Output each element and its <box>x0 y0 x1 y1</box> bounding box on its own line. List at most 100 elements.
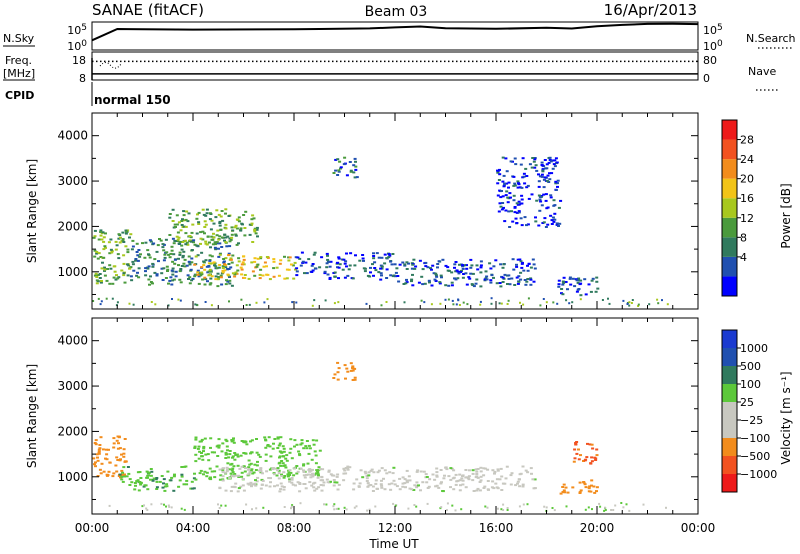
velocity-cell <box>486 480 490 482</box>
power-cell <box>122 274 126 277</box>
velocity-cell <box>206 453 210 456</box>
power-cell <box>122 241 126 243</box>
power-cell <box>325 252 329 255</box>
date-title: 16/Apr/2013 <box>604 1 697 19</box>
power-cell <box>251 214 255 217</box>
velocity-cell <box>117 475 121 477</box>
velocity-cell <box>120 475 124 478</box>
nave-label: Nave <box>748 65 776 78</box>
velocity-cell <box>385 472 389 475</box>
power-cell <box>554 157 558 160</box>
power-cell <box>538 175 542 178</box>
velocity-cell <box>165 483 169 486</box>
nave-right-tick: 0 <box>703 72 710 85</box>
velocity-cell <box>593 491 597 494</box>
power-cell <box>107 241 111 244</box>
velocity-cell <box>163 485 167 488</box>
power-cell <box>507 274 511 277</box>
power-cell <box>594 290 598 293</box>
velocity-cell <box>261 479 265 482</box>
velocity-cell <box>124 460 128 463</box>
power-cell <box>469 272 473 275</box>
velocity-cell <box>439 482 443 485</box>
power-cell <box>561 283 565 286</box>
colorbar-band <box>722 178 737 199</box>
power-cell <box>131 239 135 242</box>
power-cell <box>479 260 483 263</box>
velocity-cell <box>332 484 336 487</box>
power-cell <box>190 249 194 251</box>
velocity-cell <box>392 479 396 482</box>
power-cell <box>507 186 510 189</box>
power-cell <box>153 271 157 274</box>
power-cell <box>137 249 141 251</box>
velocity-cell <box>475 470 479 473</box>
velocity-cell <box>160 475 164 477</box>
power-cell <box>507 210 511 213</box>
power-cell <box>571 301 574 304</box>
power-cell <box>354 165 358 168</box>
power-cell <box>498 202 502 205</box>
velocity-cell <box>435 471 439 474</box>
power-cell <box>338 263 342 266</box>
power-cell <box>170 249 174 252</box>
power-cell <box>497 210 501 213</box>
power-cell <box>161 279 165 281</box>
power-cell <box>103 274 107 277</box>
power-cell <box>216 278 220 281</box>
velocity-cell <box>217 503 219 506</box>
power-cell <box>522 172 526 175</box>
velocity-cell <box>250 485 253 488</box>
power-cell <box>526 264 529 267</box>
velocity-cell <box>257 469 261 472</box>
velocity-cell <box>145 470 149 473</box>
velocity-cell <box>236 455 240 458</box>
power-cell <box>177 236 181 239</box>
power-cell <box>539 304 542 307</box>
power-cell <box>102 256 106 259</box>
velocity-cell <box>326 481 330 484</box>
power-cell <box>492 265 496 268</box>
power-cell <box>379 278 383 281</box>
power-cell <box>596 287 600 290</box>
power-cell <box>568 302 571 305</box>
velocity-cell <box>282 450 286 453</box>
velocity-data <box>92 361 667 512</box>
power-cell <box>169 252 173 255</box>
power-cell <box>235 243 239 246</box>
power-cell <box>562 281 566 284</box>
power-cell <box>501 156 505 159</box>
velocity-cell <box>250 468 254 471</box>
velocity-cell <box>464 486 468 489</box>
velocity-cell <box>307 444 311 447</box>
power-cell <box>265 273 269 276</box>
velocity-cell <box>502 503 505 506</box>
power-cell <box>221 271 225 274</box>
velocity-cell <box>392 502 395 505</box>
power-cell <box>461 264 465 267</box>
velocity-cell <box>229 463 233 466</box>
power-cell <box>361 254 365 256</box>
power-cell <box>311 304 314 307</box>
power-cell <box>209 246 212 249</box>
velocity-cell <box>273 485 276 488</box>
power-cell <box>513 184 517 187</box>
velocity-cell <box>198 472 202 475</box>
power-cell <box>571 277 575 280</box>
power-cell <box>517 275 521 278</box>
power-cell <box>325 266 329 269</box>
power-cell <box>225 279 228 282</box>
velocity-cell <box>285 459 289 462</box>
velocity-cell <box>155 477 159 479</box>
power-cell <box>202 260 206 263</box>
power-cell <box>403 263 407 266</box>
velocity-cell <box>413 504 416 506</box>
velocity-cell <box>342 467 346 470</box>
velocity-cell <box>194 436 198 439</box>
power-cell <box>193 263 197 266</box>
power-cell <box>591 277 595 280</box>
power-cell <box>239 229 243 232</box>
velocity-cell <box>359 469 363 472</box>
velocity-cell <box>553 509 556 512</box>
velocity-cell <box>247 466 251 469</box>
